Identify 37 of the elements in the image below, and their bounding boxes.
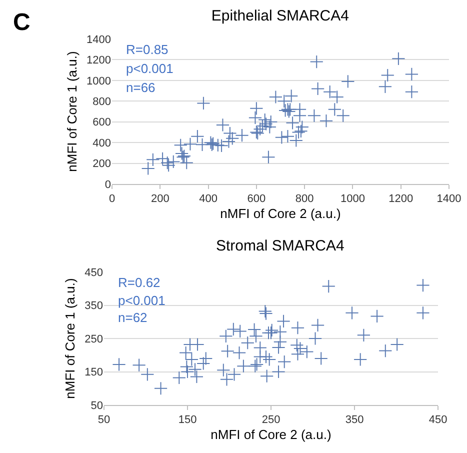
x-axis-title: nMFI of Core 2 (a.u.) [210,426,332,442]
y-tick-label: 350 [84,300,103,312]
x-tick-label: 200 [150,193,170,206]
annotation: p<0.001 [118,293,166,308]
y-tick-label: 150 [84,366,103,379]
x-tick-label: 400 [199,193,218,206]
x-tick-label: 1000 [340,193,365,206]
y-tick-label: 600 [92,116,111,129]
y-tick-label: 400 [92,137,111,150]
x-tick-label: 150 [178,414,197,426]
x-tick-label: 350 [345,414,364,426]
y-tick-label: 800 [92,96,111,108]
x-tick-label: 1400 [436,193,462,206]
annotation: n=66 [126,80,156,95]
x-tick-label: 450 [428,414,448,426]
y-tick-label: 450 [84,266,103,279]
x-tick-label: 1200 [388,193,414,206]
x-axis-title: nMFI of Core 2 (a.u.) [220,206,341,221]
x-tick-label: 800 [295,193,314,206]
y-tick-label: 200 [92,158,111,170]
y-tick-label: 250 [84,333,103,346]
x-tick-label: 600 [247,193,266,206]
annotation: n=62 [118,310,148,325]
y-axis-title: nMFI of Core 1 (a.u.) [62,278,78,399]
y-tick-label: 1200 [86,54,111,67]
chart-title: Epithelial SMARCA4 [211,8,349,24]
annotation: R=0.85 [126,42,168,57]
x-tick-label: 250 [262,414,280,426]
y-tick-label: 1400 [86,34,111,46]
y-tick-label: 0 [104,178,111,191]
y-tick-label: 1000 [86,75,111,88]
annotation: p<0.001 [126,61,174,76]
chart-title: Stromal SMARCA4 [216,238,344,254]
y-tick-label: 50 [90,400,103,412]
y-axis-title: nMFI of Core 1 (a.u.) [64,51,80,172]
text: C [13,9,30,36]
annotation: R=0.62 [118,275,160,290]
